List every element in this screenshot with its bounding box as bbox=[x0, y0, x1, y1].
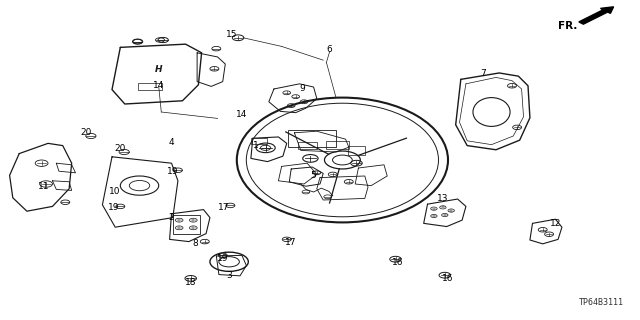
Text: 3: 3 bbox=[227, 271, 232, 280]
Text: 17: 17 bbox=[218, 203, 230, 212]
Text: 20: 20 bbox=[115, 144, 126, 153]
Text: 1: 1 bbox=[253, 141, 259, 150]
Text: 16: 16 bbox=[442, 274, 454, 283]
Bar bbox=[173, 215, 200, 234]
Text: TP64B3111: TP64B3111 bbox=[579, 298, 624, 307]
Text: 4: 4 bbox=[169, 138, 174, 147]
Text: 6: 6 bbox=[327, 45, 332, 54]
Text: 15: 15 bbox=[226, 30, 237, 39]
Bar bbox=[298, 142, 317, 149]
Text: 14: 14 bbox=[236, 110, 248, 119]
Text: FR.: FR. bbox=[558, 21, 577, 31]
Bar bbox=[326, 141, 349, 149]
Bar bbox=[251, 138, 267, 144]
Bar bbox=[138, 83, 162, 90]
Text: 10: 10 bbox=[109, 188, 121, 196]
Text: 7: 7 bbox=[481, 69, 486, 78]
FancyArrow shape bbox=[579, 7, 614, 24]
Text: 19: 19 bbox=[217, 254, 228, 263]
Text: 17: 17 bbox=[285, 238, 297, 247]
Text: 19: 19 bbox=[108, 203, 120, 212]
Text: H: H bbox=[155, 65, 163, 74]
Text: 2: 2 bbox=[169, 213, 174, 222]
Bar bbox=[348, 146, 365, 155]
Text: 12: 12 bbox=[550, 219, 561, 228]
Text: 9: 9 bbox=[300, 84, 305, 93]
Text: 5: 5 bbox=[311, 172, 316, 180]
Text: 18: 18 bbox=[185, 278, 196, 287]
Text: 20: 20 bbox=[81, 128, 92, 137]
Bar bbox=[288, 130, 336, 147]
Text: 14: 14 bbox=[153, 81, 164, 90]
Text: 8: 8 bbox=[193, 239, 198, 248]
Text: 13: 13 bbox=[437, 194, 449, 203]
Text: 11: 11 bbox=[38, 182, 49, 191]
Text: 16: 16 bbox=[392, 258, 404, 267]
Text: 19: 19 bbox=[167, 167, 179, 176]
